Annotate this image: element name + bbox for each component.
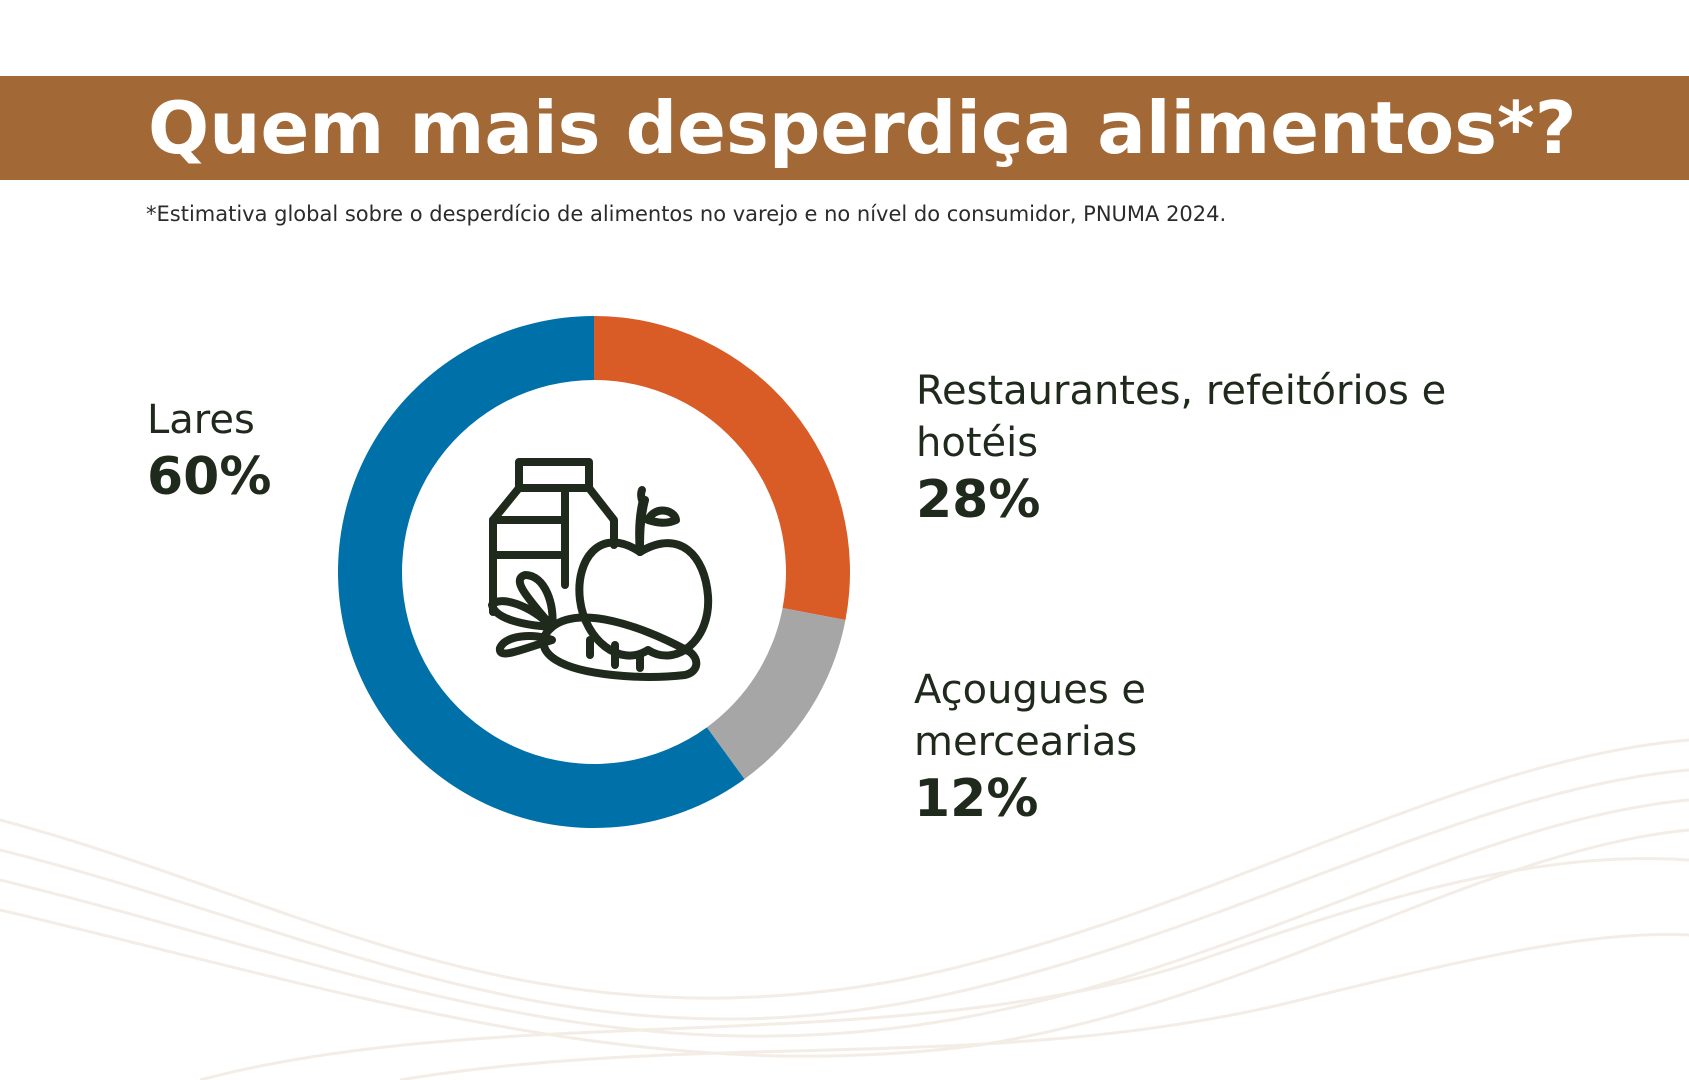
legend-restaurantes: Restaurantes, refeitórios e hotéis 28% [916, 365, 1476, 531]
legend-lares-name: Lares [147, 397, 255, 443]
groceries-icon [488, 458, 713, 681]
title-banner: Quem mais desperdiça alimentos*? [0, 76, 1689, 180]
donut-slice-0 [594, 316, 850, 620]
footnote: *Estimativa global sobre o desperdício d… [146, 202, 1227, 226]
legend-lares-value: 60% [147, 447, 272, 507]
page-title: Quem mais desperdiça alimentos*? [148, 86, 1577, 170]
legend-acougues: Açougues e mercearias 12% [914, 664, 1314, 830]
donut-slice-1 [706, 607, 846, 780]
donut-slices [337, 316, 850, 828]
donut-slice-2 [337, 316, 745, 828]
legend-restaurantes-name: Restaurantes, refeitórios e hotéis [916, 368, 1447, 466]
legend-lares: Lares 60% [147, 394, 271, 508]
legend-acougues-value: 12% [914, 769, 1039, 829]
legend-acougues-name: Açougues e mercearias [914, 667, 1146, 765]
legend-restaurantes-value: 28% [916, 470, 1041, 530]
